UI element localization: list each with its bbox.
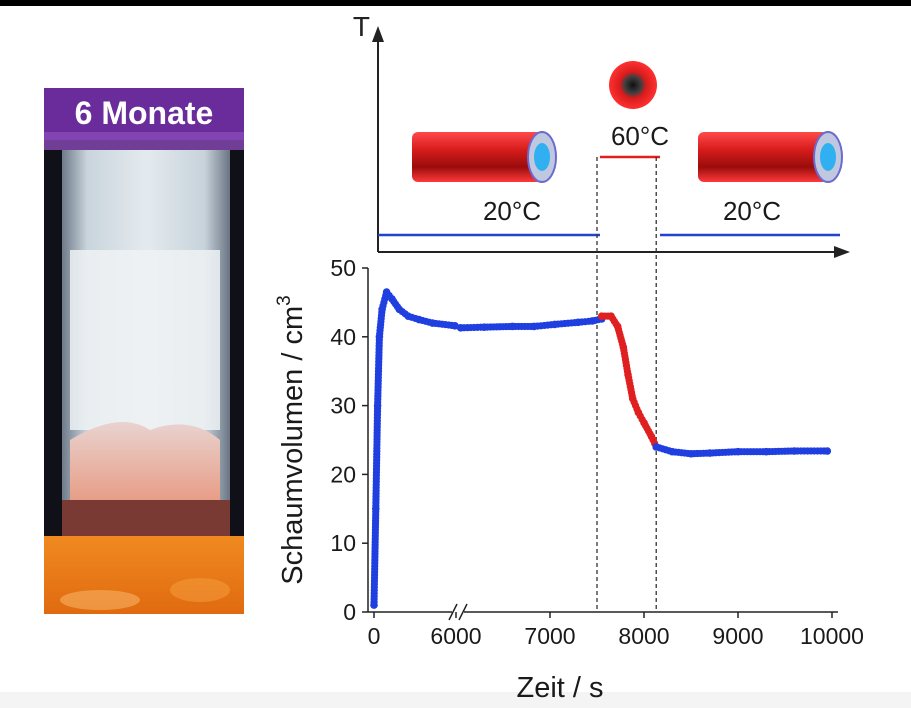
temperature-label-low-1: 20°C [483, 196, 541, 226]
y-axis-title: Schaumvolumen / cm3 [274, 295, 309, 584]
x-tick-label: 9000 [712, 623, 763, 649]
y-tick-label: 40 [330, 324, 356, 350]
temperature-schematic: T 20°C 60°C 20°C [353, 11, 850, 258]
x-axis-break-mark [448, 602, 468, 622]
schematic-axis-label: T [353, 11, 370, 42]
temperature-label-low-2: 20°C [723, 196, 781, 226]
x-ticks: 0 6000 7000 8000 9000 10000 [368, 612, 864, 649]
temperature-label-high: 60°C [611, 121, 669, 151]
top-rule [0, 0, 911, 6]
series-0 [370, 288, 606, 609]
x-tick-label: 8000 [618, 623, 669, 649]
series-1 [597, 312, 661, 451]
series-2 [652, 443, 832, 458]
data-point [823, 447, 832, 455]
y-tick-label: 10 [330, 530, 356, 556]
spherical-micelle-icon [609, 61, 657, 109]
x-tick-label: 7000 [524, 623, 575, 649]
y-ticks: 0 10 20 30 40 50 [330, 255, 368, 625]
y-tick-label: 30 [330, 393, 356, 419]
data-series [370, 288, 832, 609]
x-axis-title: Zeit / s [516, 672, 603, 704]
y-tick-label: 20 [330, 461, 356, 487]
x-tick-label: 10000 [800, 623, 864, 649]
x-tick-label: 0 [368, 623, 381, 649]
cylindrical-micelle-left-icon [412, 131, 557, 183]
data-point [451, 321, 459, 330]
y-tick-label: 50 [330, 255, 356, 281]
foam-column-photo: 6 Monate [44, 88, 244, 614]
heating-interval-guides [596, 157, 657, 612]
x-tick-label: 6000 [430, 623, 481, 649]
y-tick-label: 0 [343, 599, 356, 625]
chart-axes: 0 10 20 30 40 50 0 6000 7000 8000 9000 10000 [330, 255, 864, 649]
bottom-strip [0, 692, 911, 708]
photo-label: 6 Monate [75, 95, 214, 131]
cylindrical-micelle-right-icon [698, 131, 843, 183]
